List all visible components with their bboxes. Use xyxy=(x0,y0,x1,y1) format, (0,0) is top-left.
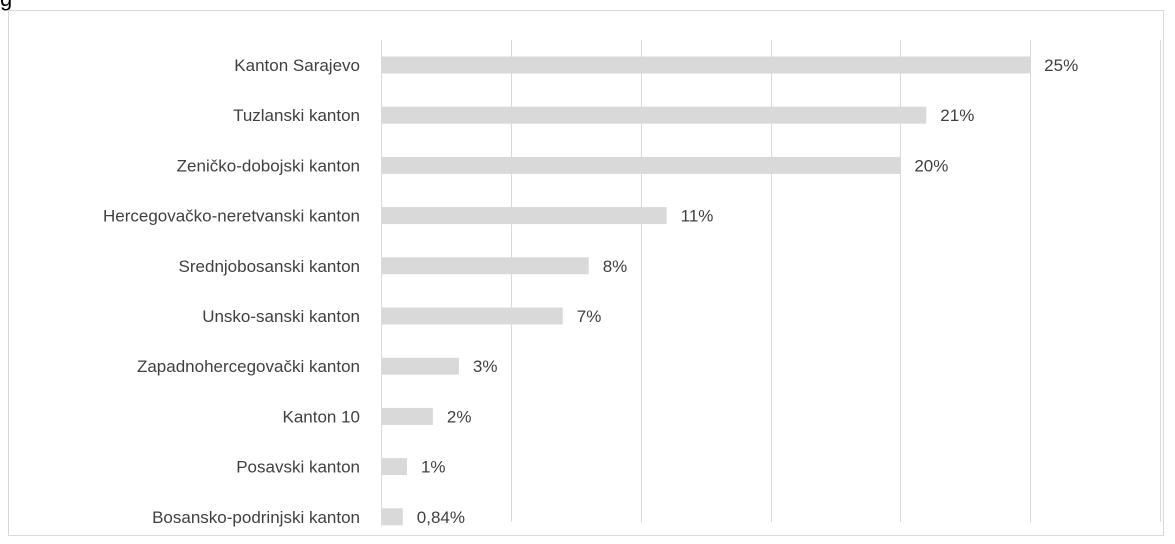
category-label: Posavski kanton xyxy=(236,458,360,477)
data-label: 7% xyxy=(577,307,602,326)
bar xyxy=(381,407,433,425)
data-label: 8% xyxy=(603,257,628,276)
data-label: 25% xyxy=(1044,56,1078,75)
bar xyxy=(381,106,927,124)
category-labels: Kanton Sarajevo Tuzlanski kanton Zeničko-d… xyxy=(103,56,360,527)
data-label: 0,84% xyxy=(417,508,465,527)
data-labels: 25% 21% 20% 11% 8% 7% 3% 2% 1% 0,84% xyxy=(417,56,1078,527)
category-label: Srednjobosanski kanton xyxy=(179,257,360,276)
bar xyxy=(381,257,589,275)
category-label: Zapadnohercegovački kanton xyxy=(137,357,360,376)
category-label: Kanton 10 xyxy=(282,407,360,426)
bar xyxy=(381,56,1031,74)
category-label: Hercegovačko-neretvanski kanton xyxy=(103,207,360,226)
chart-area xyxy=(8,10,1164,536)
bar xyxy=(381,207,667,225)
cropped-title-fragment: g xyxy=(0,0,12,12)
data-label: 2% xyxy=(447,407,472,426)
bar xyxy=(381,508,403,526)
bar xyxy=(381,156,901,174)
bar xyxy=(381,458,407,476)
data-label: 21% xyxy=(940,106,974,125)
bar xyxy=(381,357,459,375)
category-label: Tuzlanski kanton xyxy=(233,106,360,125)
gridlines xyxy=(381,40,1161,522)
category-label: Kanton Sarajevo xyxy=(234,56,360,75)
data-label: 11% xyxy=(681,207,714,226)
category-label: Unsko-sanski kanton xyxy=(202,307,360,326)
category-label: Bosansko-podrinjski kanton xyxy=(152,508,360,527)
category-label: Zeničko-dobojski kanton xyxy=(177,156,360,175)
data-label: 3% xyxy=(473,357,498,376)
bars xyxy=(381,56,1031,526)
bar xyxy=(381,307,563,325)
data-label: 1% xyxy=(421,458,446,477)
data-label: 20% xyxy=(914,156,948,175)
